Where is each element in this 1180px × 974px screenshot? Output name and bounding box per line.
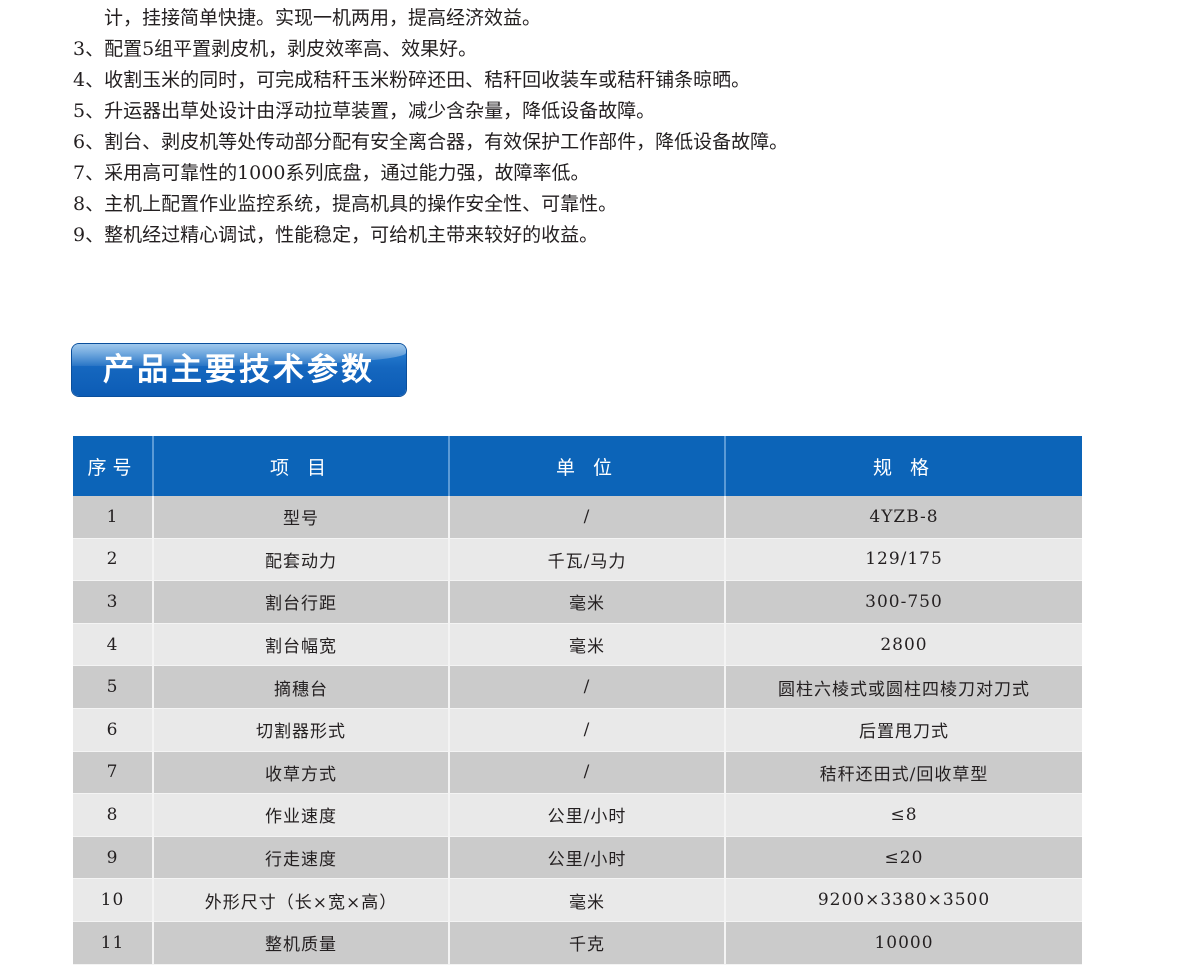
table-row: 2 配套动力 千瓦/马力 129/175 <box>73 538 1082 582</box>
row-index: 4 <box>73 623 154 667</box>
table-row: 11 整机质量 千克 10000 <box>73 921 1082 965</box>
spec-table: 序号 项 目 单 位 规 格 1 型号/4YZB-8 2 配套动力 千瓦/马力 129/1… <box>73 436 1082 965</box>
feature-line: 8、主机上配置作业监控系统，提高机具的操作安全性、可靠性。 <box>73 193 618 215</box>
row-spec: ≤20 <box>725 836 1082 880</box>
table-row: 7 收草方式 / 秸秆还田式/回收草型 <box>73 751 1082 795</box>
header-unit: 单 位 <box>449 436 726 496</box>
section-title: 产品主要技术参数 <box>103 352 375 388</box>
row-index: 3 <box>73 580 154 624</box>
row-index: 9 <box>73 836 154 880</box>
row-index: 6 <box>73 708 154 752</box>
row-unit: / <box>449 708 726 752</box>
row-unit: / <box>449 751 726 795</box>
row-unit: 公里/小时 <box>449 836 726 880</box>
row-index: 8 <box>73 793 154 837</box>
row-index: 11 <box>73 921 154 965</box>
feature-line: 5、升运器出草处设计由浮动拉草装置，减少含杂量，降低设备故障。 <box>73 100 656 122</box>
row-item: 型号 <box>153 496 450 539</box>
table-row: 3 割台行距 毫米 300-750 <box>73 580 1082 624</box>
header-item: 项 目 <box>153 436 450 496</box>
row-spec: ≤8 <box>725 793 1082 837</box>
row-unit: 毫米 <box>449 623 726 667</box>
table-row: 6 切割器形式 / 后置甩刀式 <box>73 708 1082 752</box>
row-item: 摘穗台 <box>153 665 450 709</box>
table-row: 1 型号/4YZB-8 <box>73 496 1082 539</box>
row-unit: 千瓦/马力 <box>449 538 726 582</box>
row-spec: 秸秆还田式/回收草型 <box>725 751 1082 795</box>
row-index: 7 <box>73 751 154 795</box>
row-spec: 4YZB-8 <box>725 496 1082 539</box>
row-unit: 千克 <box>449 921 726 965</box>
row-spec: 129/175 <box>725 538 1082 582</box>
feature-line: 6、割台、剥皮机等处传动部分配有安全离合器，有效保护工作部件，降低设备故障。 <box>73 131 789 153</box>
row-index: 10 <box>73 878 154 922</box>
table-row: 8 作业速度 公里/小时 ≤8 <box>73 793 1082 837</box>
row-index: 5 <box>73 665 154 709</box>
feature-line: 9、整机经过精心调试，性能稳定，可给机主带来较好的收益。 <box>73 224 599 246</box>
row-item: 收草方式 <box>153 751 450 795</box>
table-row: 10 外形尺寸（长×宽×高） 毫米 9200×3380×3500 <box>73 878 1082 922</box>
feature-line: 计，挂接简单快捷。实现一机两用，提高经济效益。 <box>104 7 542 29</box>
section-title-badge: 产品主要技术参数 <box>72 344 406 396</box>
row-unit: / <box>449 665 726 709</box>
row-spec: 9200×3380×3500 <box>725 878 1082 922</box>
row-unit: 公里/小时 <box>449 793 726 837</box>
row-index: 2 <box>73 538 154 582</box>
table-row: 9 行走速度 公里/小时 ≤20 <box>73 836 1082 880</box>
row-item: 割台行距 <box>153 580 450 624</box>
row-spec: 后置甩刀式 <box>725 708 1082 752</box>
row-item: 切割器形式 <box>153 708 450 752</box>
row-unit: / <box>449 496 726 539</box>
row-spec: 2800 <box>725 623 1082 667</box>
feature-line: 7、采用高可靠性的1000系列底盘，通过能力强，故障率低。 <box>73 162 590 184</box>
table-header-row: 序号 项 目 单 位 规 格 <box>73 436 1082 496</box>
row-index: 1 <box>73 496 154 539</box>
table-row: 4 割台幅宽 毫米 2800 <box>73 623 1082 667</box>
feature-list: 计，挂接简单快捷。实现一机两用，提高经济效益。 3、配置5组平置剥皮机，剥皮效率高… <box>73 3 788 251</box>
row-item: 割台幅宽 <box>153 623 450 667</box>
row-spec: 10000 <box>725 921 1082 965</box>
table-row: 5 摘穗台 / 圆柱六棱式或圆柱四棱刀对刀式 <box>73 665 1082 709</box>
feature-line: 3、配置5组平置剥皮机，剥皮效率高、效果好。 <box>73 38 478 60</box>
row-item: 配套动力 <box>153 538 450 582</box>
row-spec: 圆柱六棱式或圆柱四棱刀对刀式 <box>725 665 1082 709</box>
row-item: 作业速度 <box>153 793 450 837</box>
row-item: 行走速度 <box>153 836 450 880</box>
row-spec: 300-750 <box>725 580 1082 624</box>
row-unit: 毫米 <box>449 580 726 624</box>
feature-line: 4、收割玉米的同时，可完成秸秆玉米粉碎还田、秸秆回收装车或秸秆铺条晾晒。 <box>73 69 751 91</box>
header-spec: 规 格 <box>725 436 1082 496</box>
row-unit: 毫米 <box>449 878 726 922</box>
row-item: 外形尺寸（长×宽×高） <box>153 878 450 922</box>
header-index: 序号 <box>73 436 154 496</box>
row-item: 整机质量 <box>153 921 450 965</box>
